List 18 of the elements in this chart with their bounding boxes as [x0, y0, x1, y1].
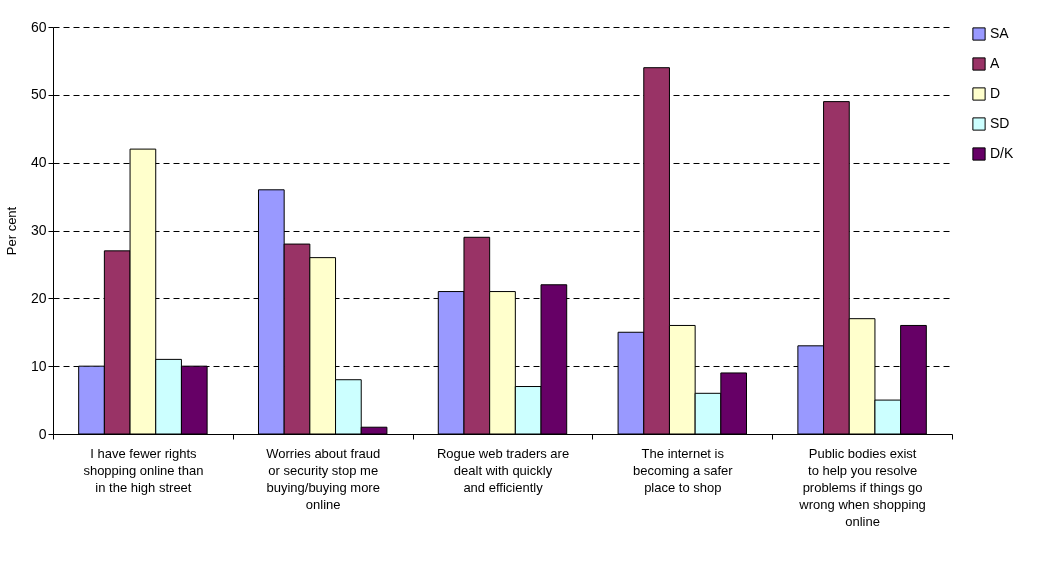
y-tick-label: 20	[30, 289, 47, 306]
x-tick-label: The internet is becoming a safer place to shop	[632, 445, 734, 495]
legend-label: D	[990, 85, 1001, 101]
legend-label: SD	[990, 115, 1010, 131]
legend-label: D/K	[990, 145, 1014, 161]
y-axis-title: Per cent	[3, 206, 19, 256]
x-tick-label: Worries about fraud or security stop me buying/buying more online	[266, 445, 381, 512]
y-tick-label: 0	[38, 425, 47, 442]
x-tick-label: Public bodies exist to help you resolve problems if things go wrong when shopping online	[798, 445, 926, 529]
y-tick-label: 60	[30, 18, 47, 35]
legend-label: A	[990, 55, 1000, 71]
y-tick-label: 10	[30, 357, 47, 374]
x-tick-label: I have fewer rights shopping online than in the high street	[83, 445, 204, 495]
y-tick-label: 30	[30, 222, 47, 238]
x-tick-label: Rogue web traders are dealt with quickly and efficiently	[436, 445, 570, 495]
y-tick-label: 40	[30, 154, 47, 171]
legend-label: SA	[990, 25, 1010, 41]
y-tick-label: 50	[30, 86, 47, 103]
